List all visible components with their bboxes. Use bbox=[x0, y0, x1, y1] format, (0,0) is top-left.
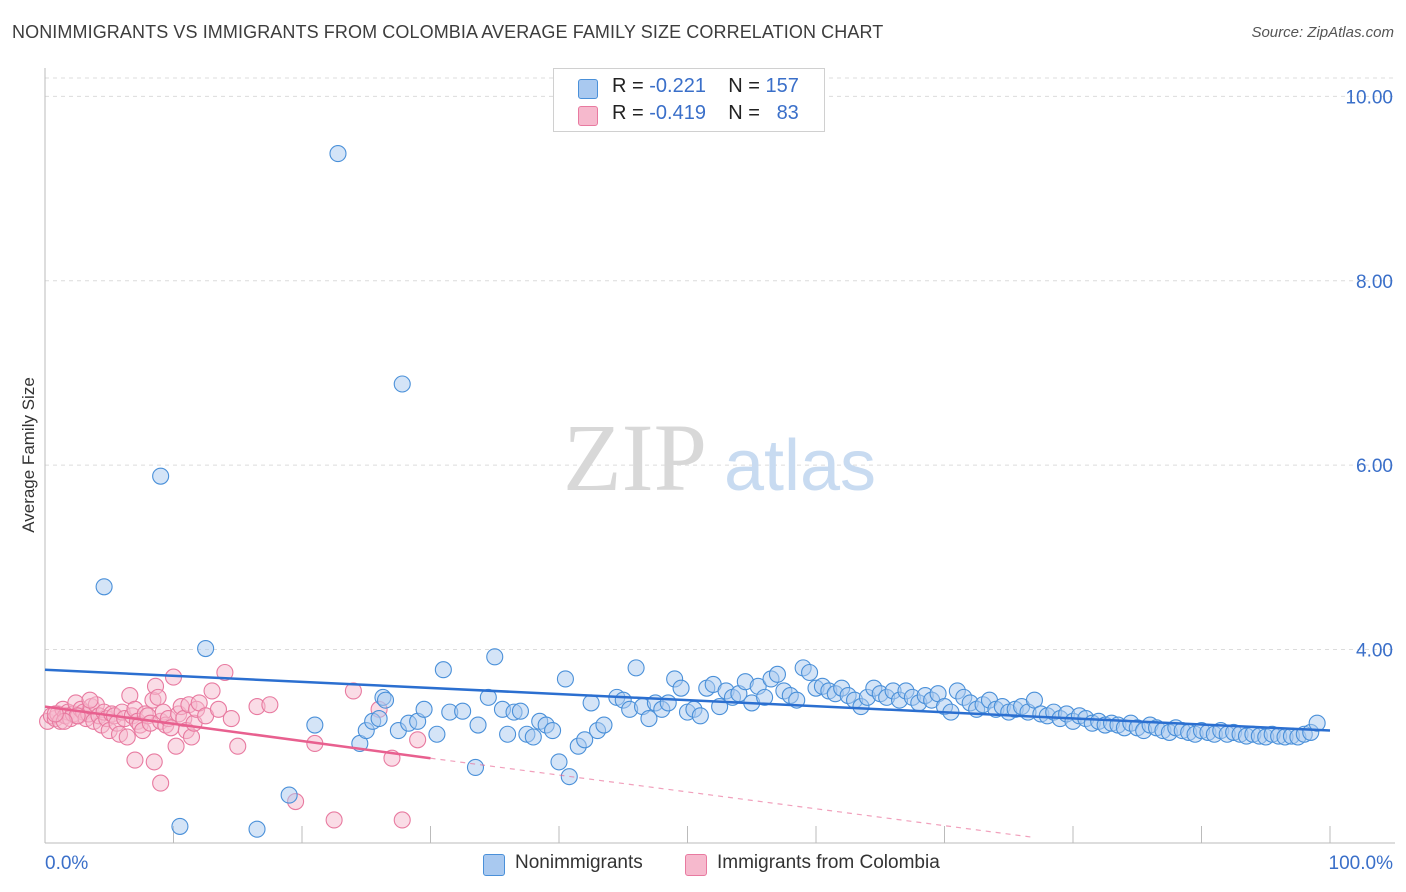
point-immigrants bbox=[209, 700, 228, 718]
point-nonimmigrants bbox=[95, 578, 113, 596]
point-nonimmigrants bbox=[691, 707, 709, 725]
point-nonimmigrants bbox=[248, 820, 266, 838]
point-nonimmigrants bbox=[152, 467, 170, 485]
point-immigrants bbox=[126, 751, 144, 769]
point-nonimmigrants bbox=[768, 665, 787, 683]
point-immigrants bbox=[229, 737, 247, 755]
stats-legend: R = -0.221 N = 157 R = -0.419 N = 83 bbox=[553, 68, 825, 132]
y-axis-label: Average Family Size bbox=[19, 377, 38, 533]
legend-swatch-blue bbox=[578, 79, 598, 99]
bottom-legend-swatch-blue bbox=[483, 854, 505, 876]
point-immigrants bbox=[167, 737, 185, 755]
point-nonimmigrants bbox=[306, 716, 324, 734]
point-nonimmigrants bbox=[756, 688, 774, 706]
point-nonimmigrants bbox=[1025, 691, 1043, 709]
y-tick-label: 4.00 bbox=[1356, 640, 1393, 661]
legend-r-value: -0.221 bbox=[649, 75, 706, 97]
point-nonimmigrants bbox=[329, 145, 347, 163]
legend-r-label: R = bbox=[612, 75, 644, 97]
point-immigrants bbox=[152, 774, 170, 792]
point-immigrants bbox=[393, 811, 411, 829]
point-immigrants bbox=[216, 663, 234, 682]
legend-r-label: R = bbox=[612, 102, 644, 124]
point-nonimmigrants bbox=[640, 710, 658, 728]
point-nonimmigrants bbox=[511, 702, 530, 720]
bottom-legend-swatch-pink bbox=[685, 854, 707, 876]
point-nonimmigrants bbox=[595, 716, 613, 734]
point-immigrants bbox=[81, 691, 99, 709]
legend-n-label: N = bbox=[728, 75, 760, 97]
trend-line-immigrants bbox=[44, 705, 431, 760]
watermark: ZIP atlas bbox=[563, 404, 876, 511]
watermark-atlas: atlas bbox=[724, 426, 876, 506]
point-immigrants bbox=[325, 811, 343, 829]
point-immigrants bbox=[409, 731, 427, 749]
point-nonimmigrants bbox=[370, 710, 388, 728]
point-nonimmigrants bbox=[627, 659, 645, 677]
legend-n-value: 83 bbox=[776, 102, 799, 124]
point-nonimmigrants bbox=[576, 731, 594, 749]
source-label: Source: ZipAtlas.com bbox=[1251, 24, 1394, 41]
point-nonimmigrants bbox=[197, 639, 215, 658]
series-immigrants-points bbox=[39, 663, 427, 829]
point-nonimmigrants bbox=[556, 670, 574, 688]
legend-r-value: -0.419 bbox=[649, 102, 706, 124]
point-nonimmigrants bbox=[659, 694, 677, 712]
trend-lines bbox=[44, 668, 1331, 839]
point-nonimmigrants bbox=[479, 688, 497, 706]
axes bbox=[44, 68, 1395, 844]
point-immigrants bbox=[222, 710, 240, 728]
point-immigrants bbox=[46, 705, 64, 723]
point-nonimmigrants bbox=[280, 786, 298, 804]
legend-n-value: 157 bbox=[765, 75, 799, 97]
bottom-legend-label: Immigrants from Colombia bbox=[717, 852, 940, 873]
point-nonimmigrants bbox=[393, 375, 411, 393]
point-immigrants bbox=[182, 728, 201, 746]
point-nonimmigrants bbox=[454, 702, 472, 720]
point-nonimmigrants bbox=[560, 768, 578, 786]
point-nonimmigrants bbox=[434, 661, 452, 679]
trend-line-nonimmigrants bbox=[44, 668, 1331, 732]
point-immigrants bbox=[145, 753, 163, 771]
point-immigrants bbox=[261, 696, 279, 714]
y-tick-label: 10.00 bbox=[1345, 87, 1393, 108]
grid-lines bbox=[45, 77, 1395, 650]
point-nonimmigrants bbox=[486, 648, 504, 666]
x-tick-label: 100.0% bbox=[1329, 853, 1394, 874]
point-nonimmigrants bbox=[524, 728, 542, 746]
tick-labels: 4.00 6.00 8.00 10.00 0.0% 100.0% bbox=[45, 87, 1393, 874]
point-nonimmigrants bbox=[550, 753, 568, 771]
trend-line-immigrants-extrapolated bbox=[430, 757, 1035, 839]
bottom-legend-label: Nonimmigrants bbox=[515, 852, 643, 873]
legend-n-label: N = bbox=[728, 102, 760, 124]
point-nonimmigrants bbox=[171, 817, 189, 835]
point-nonimmigrants bbox=[415, 700, 433, 718]
point-nonimmigrants bbox=[376, 691, 395, 709]
point-nonimmigrants bbox=[466, 758, 485, 776]
point-nonimmigrants bbox=[499, 725, 517, 743]
watermark-zip: ZIP bbox=[563, 404, 707, 511]
point-immigrants bbox=[344, 682, 362, 700]
point-nonimmigrants bbox=[672, 679, 690, 697]
point-nonimmigrants bbox=[428, 725, 446, 743]
x-tick-label: 0.0% bbox=[45, 853, 88, 874]
point-nonimmigrants bbox=[544, 722, 562, 740]
point-nonimmigrants bbox=[801, 663, 819, 682]
y-tick-label: 6.00 bbox=[1356, 456, 1393, 477]
point-nonimmigrants bbox=[469, 716, 487, 734]
series-nonimmigrants-points bbox=[95, 145, 1326, 838]
chart-title: NONIMMIGRANTS VS IMMIGRANTS FROM COLOMBI… bbox=[12, 22, 884, 42]
point-immigrants bbox=[118, 728, 136, 746]
legend-swatch-pink bbox=[578, 106, 598, 126]
point-immigrants bbox=[203, 682, 221, 700]
y-tick-label: 8.00 bbox=[1356, 272, 1393, 293]
point-immigrants bbox=[149, 688, 167, 706]
point-nonimmigrants bbox=[582, 694, 600, 712]
